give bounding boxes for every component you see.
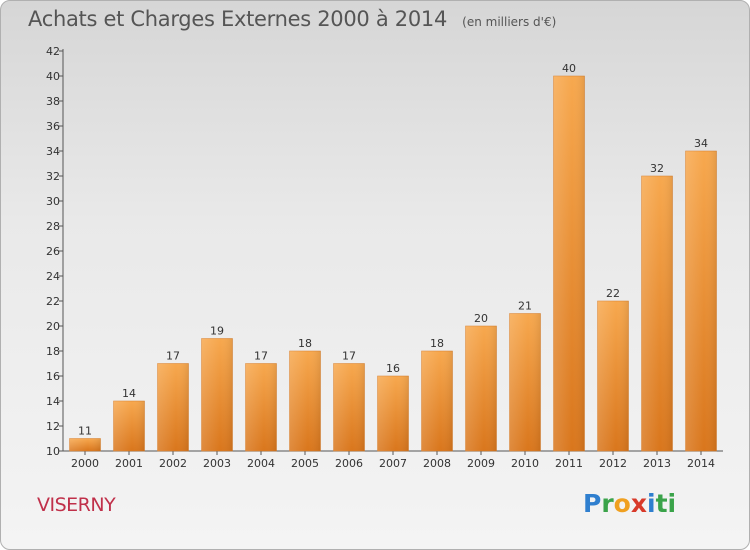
y-tick-label: 42	[46, 45, 60, 58]
location-name: VISERNY	[37, 494, 116, 516]
data-label: 18	[430, 337, 444, 350]
x-tick-label: 2013	[643, 457, 671, 470]
y-tick-label: 38	[46, 95, 60, 108]
logo-letter: ti	[655, 489, 677, 518]
x-tick-label: 2010	[511, 457, 539, 470]
x-tick-label: 2004	[247, 457, 275, 470]
bar-shade	[421, 351, 453, 451]
bar-shade	[465, 326, 497, 451]
bars	[69, 75, 717, 452]
bar-shade	[685, 151, 717, 451]
x-tick-label: 2014	[687, 457, 715, 470]
y-tick-label: 14	[46, 395, 60, 408]
x-tick-label: 2006	[335, 457, 363, 470]
data-label: 20	[474, 312, 488, 325]
x-tick-label: 2007	[379, 457, 407, 470]
y-tick-label: 28	[46, 220, 60, 233]
x-tick-label: 2012	[599, 457, 627, 470]
bar-shade	[333, 363, 365, 451]
chart-subtitle: (en milliers d'€)	[462, 15, 557, 29]
data-label: 16	[386, 362, 400, 375]
x-tick-label: 2002	[159, 457, 187, 470]
bar-shade	[377, 376, 409, 451]
data-label: 14	[122, 387, 136, 400]
data-label: 40	[562, 62, 576, 75]
y-tick-label: 34	[46, 145, 60, 158]
y-tick-label: 40	[46, 70, 60, 83]
bar-shade	[289, 351, 321, 451]
data-label: 17	[342, 350, 356, 363]
logo-letter: o	[613, 489, 631, 518]
title-row: Achats et Charges Externes 2000 à 2014 (…	[28, 7, 556, 31]
value-labels: 11 14 17 19 17 18 17 16 18 20 21 40 22 32 34	[78, 62, 708, 438]
y-tick-label: 12	[46, 420, 60, 433]
y-tick-label: 24	[46, 270, 60, 283]
x-tick-label: 2000	[71, 457, 99, 470]
bar-shade	[553, 76, 585, 451]
x-tick-label: 2011	[555, 457, 583, 470]
proxiti-logo: Proxiti	[583, 489, 676, 518]
x-tick-label: 2005	[291, 457, 319, 470]
bar-shade	[157, 363, 189, 451]
data-label: 11	[78, 425, 92, 438]
data-label: 18	[298, 337, 312, 350]
data-label: 19	[210, 325, 224, 338]
logo-letter: r	[601, 489, 614, 518]
bar-shade	[641, 176, 673, 451]
bar-shade	[509, 313, 541, 451]
data-label: 17	[254, 350, 268, 363]
chart-title: Achats et Charges Externes 2000 à 2014	[28, 7, 448, 31]
x-tick-label: 2003	[203, 457, 231, 470]
bar-shade	[597, 301, 629, 451]
y-tick-label: 20	[46, 320, 60, 333]
data-label: 21	[518, 300, 532, 313]
logo-letter: P	[583, 489, 602, 518]
bar-shade	[113, 401, 145, 451]
logo-letter: i	[647, 489, 656, 518]
bar-shade	[201, 338, 233, 451]
x-tick-label: 2009	[467, 457, 495, 470]
axes: 10 12 14 16 18 20 22 24 26 28 30 32 34 36 38 40 42 2000 20…	[46, 45, 723, 470]
y-tick-label: 10	[46, 445, 60, 458]
data-label: 34	[694, 137, 708, 150]
y-tick-label: 30	[46, 195, 60, 208]
y-tick-label: 16	[46, 370, 60, 383]
data-label: 32	[650, 162, 664, 175]
x-tick-label: 2001	[115, 457, 143, 470]
y-tick-label: 22	[46, 295, 60, 308]
data-label: 17	[166, 350, 180, 363]
y-tick-label: 32	[46, 170, 60, 183]
y-tick-label: 36	[46, 120, 60, 133]
logo-letter: x	[630, 489, 647, 518]
bar-shade	[245, 363, 277, 451]
y-tick-label: 26	[46, 245, 60, 258]
x-tick-label: 2008	[423, 457, 451, 470]
y-tick-label: 18	[46, 345, 60, 358]
bar-shade	[69, 438, 101, 451]
data-label: 22	[606, 287, 620, 300]
